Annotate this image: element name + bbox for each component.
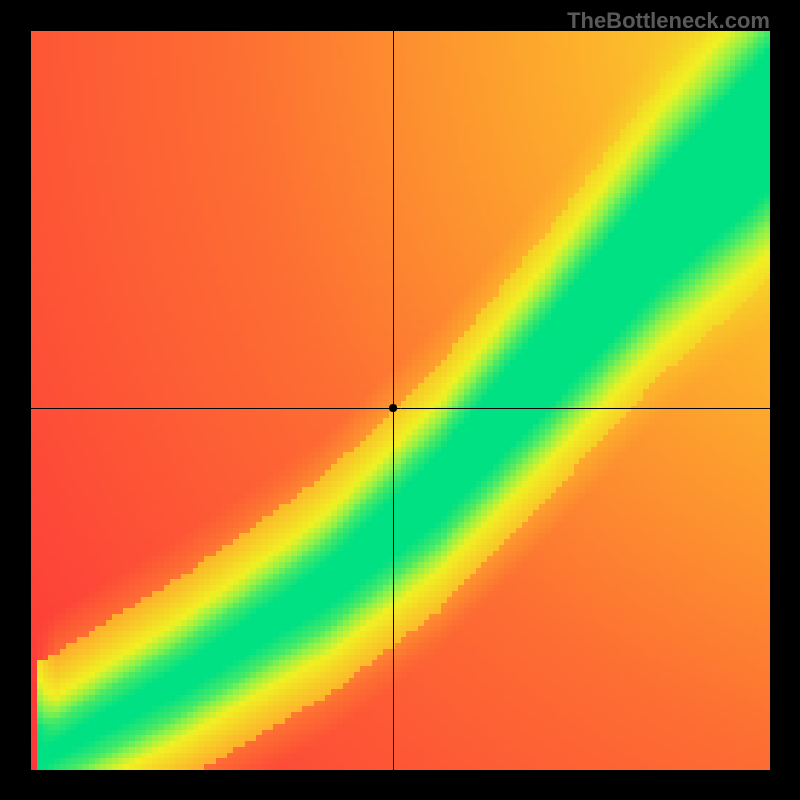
watermark-label: TheBottleneck.com — [567, 8, 770, 34]
bottleneck-heatmap — [31, 31, 770, 770]
